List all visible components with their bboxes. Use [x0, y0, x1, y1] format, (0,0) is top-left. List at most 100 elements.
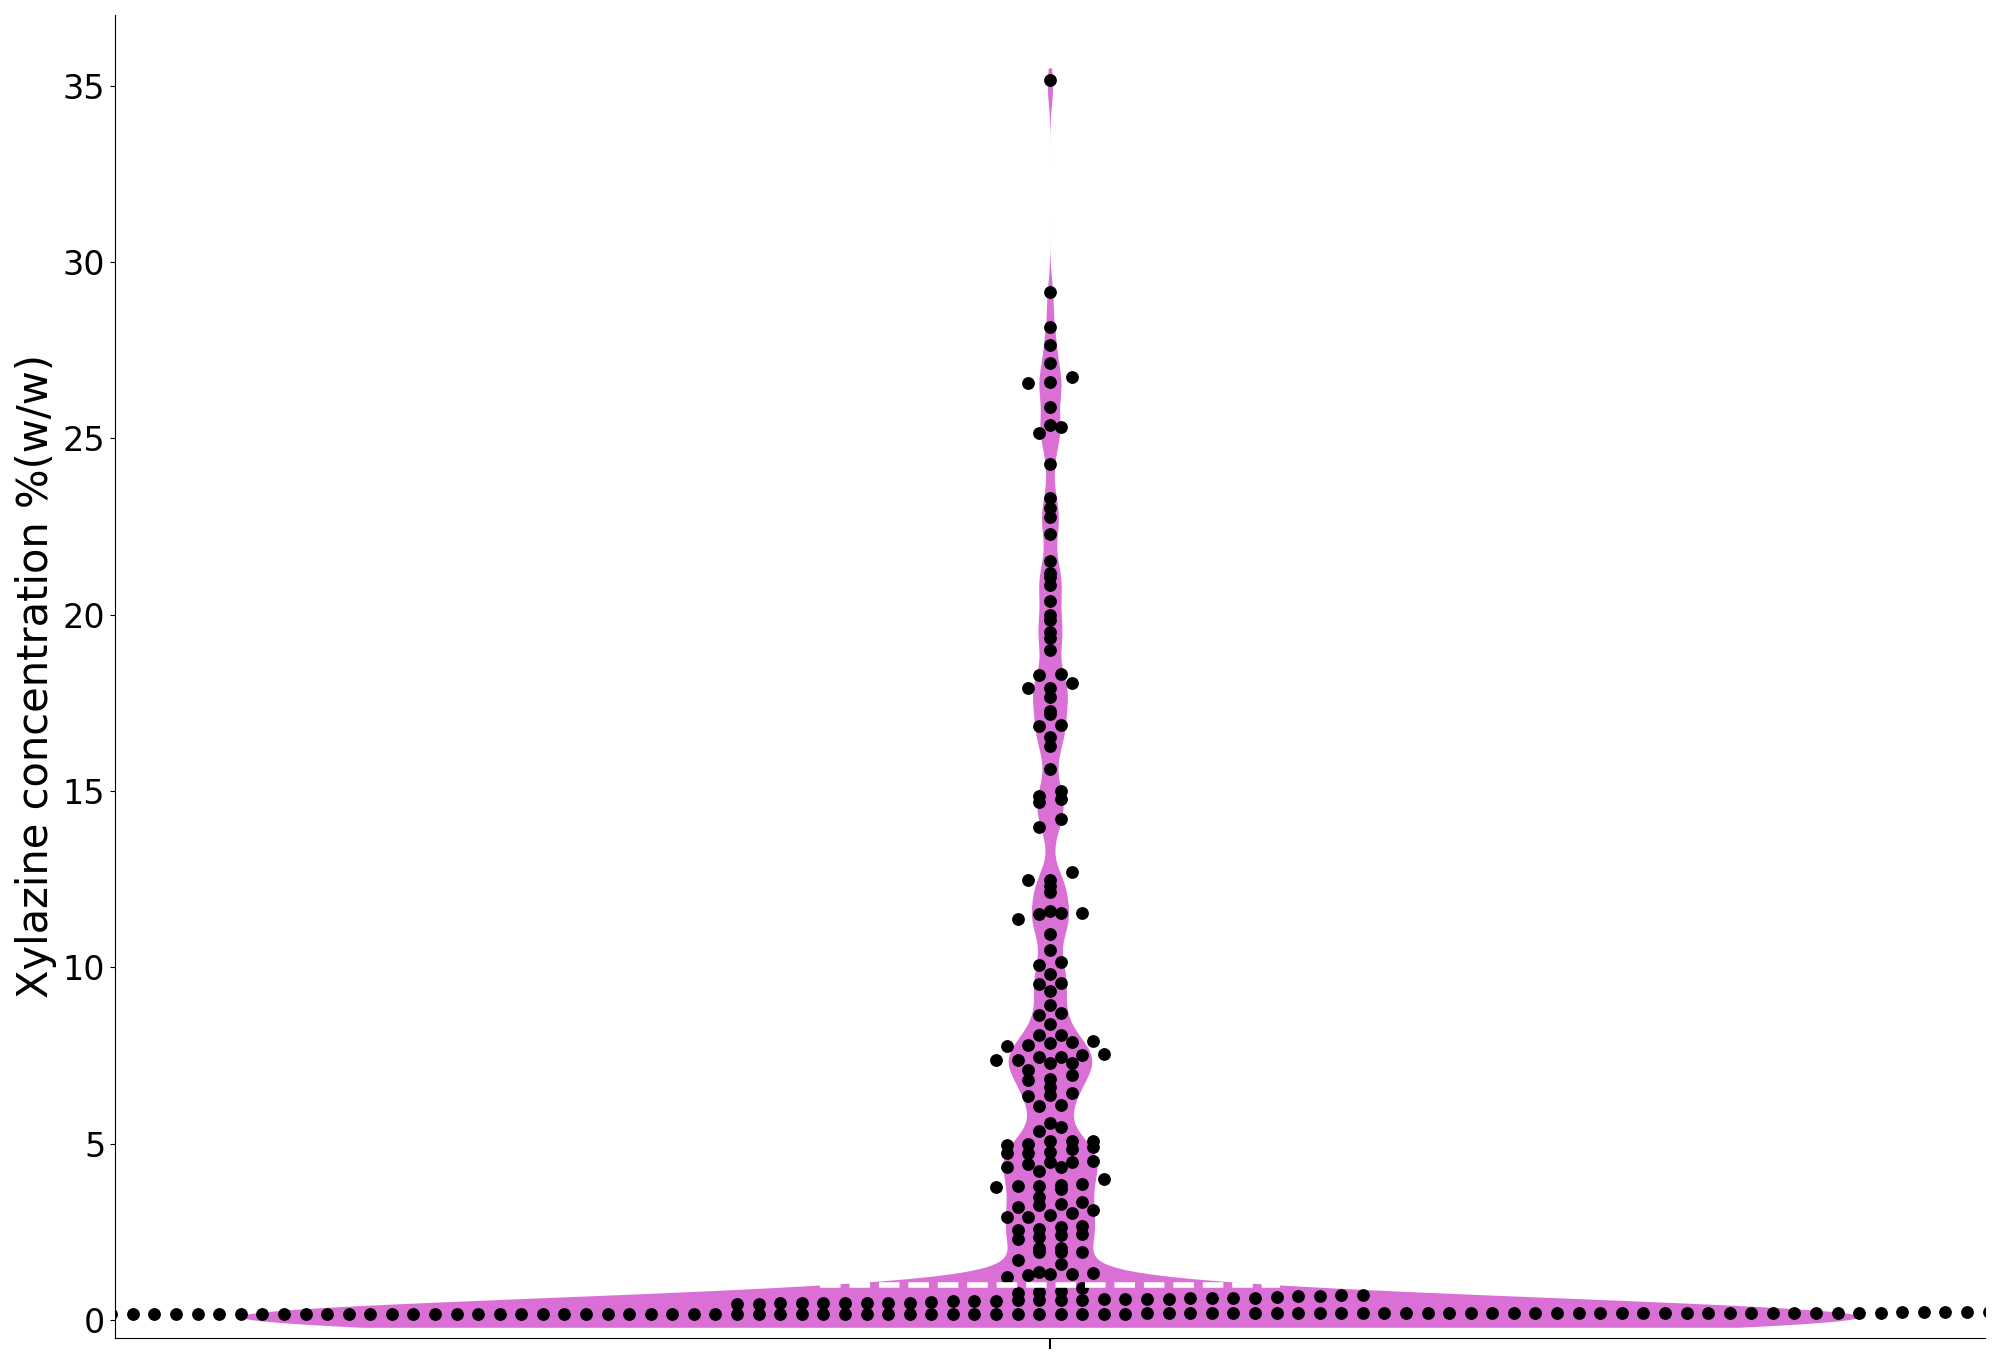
Point	[1044, 1254, 1076, 1275]
Point	[1628, 1303, 1660, 1324]
Point	[1012, 1058, 1044, 1080]
Point	[1044, 952, 1076, 974]
Point	[1024, 1282, 1056, 1304]
Point	[872, 1303, 904, 1324]
Point	[990, 1155, 1022, 1177]
Point	[980, 1290, 1012, 1312]
Point	[980, 1049, 1012, 1071]
Point	[1012, 372, 1044, 394]
Point	[1066, 1215, 1098, 1237]
Point	[1034, 453, 1066, 475]
Point	[1034, 979, 1066, 1001]
Point	[1066, 1303, 1098, 1324]
Point	[1034, 550, 1066, 572]
Point	[1972, 1301, 2000, 1323]
Point	[1056, 1138, 1088, 1159]
Point	[1498, 1303, 1530, 1324]
Point	[1044, 1157, 1076, 1178]
Point	[548, 1303, 580, 1324]
Point	[1024, 1174, 1056, 1196]
Point	[1034, 727, 1066, 749]
Point	[1044, 1241, 1076, 1263]
Point	[958, 1290, 990, 1312]
Point	[1066, 1224, 1098, 1245]
Point	[1002, 1049, 1034, 1071]
Point	[1056, 1031, 1088, 1053]
Point	[1034, 900, 1066, 922]
Point	[1012, 1034, 1044, 1056]
Point	[1044, 1046, 1076, 1068]
Point	[1714, 1301, 1746, 1323]
Point	[1034, 627, 1066, 649]
Point	[1024, 1004, 1056, 1026]
Point	[1844, 1301, 1876, 1323]
Point	[332, 1303, 364, 1324]
Point	[1132, 1288, 1164, 1309]
Point	[1196, 1303, 1228, 1324]
Point	[1034, 574, 1066, 596]
Point	[1012, 678, 1044, 700]
Point	[1056, 366, 1088, 387]
Point	[1110, 1303, 1142, 1324]
Point	[1034, 1031, 1066, 1053]
Point	[1034, 371, 1066, 393]
Point	[1034, 1053, 1066, 1075]
Point	[182, 1304, 214, 1326]
Point	[916, 1303, 948, 1324]
Point	[1034, 496, 1066, 518]
Point	[1002, 908, 1034, 930]
Point	[656, 1303, 688, 1324]
Point	[1238, 1303, 1270, 1324]
Point	[52, 1304, 84, 1326]
Point	[1024, 715, 1056, 737]
Point	[1024, 1260, 1056, 1282]
Point	[30, 1304, 62, 1326]
Point	[1110, 1288, 1142, 1309]
Point	[1044, 788, 1076, 810]
Point	[1012, 1069, 1044, 1091]
Point	[1034, 281, 1066, 303]
Point	[1908, 1301, 1940, 1323]
Point	[786, 1303, 818, 1324]
Point	[1044, 1279, 1076, 1301]
Point	[1078, 1262, 1110, 1284]
Point	[1088, 1303, 1120, 1324]
Point	[1542, 1303, 1574, 1324]
Point	[1034, 413, 1066, 435]
Point	[1034, 506, 1066, 528]
Point	[828, 1303, 860, 1324]
Point	[1024, 1194, 1056, 1215]
Y-axis label: Xylazine concentration %(w/w): Xylazine concentration %(w/w)	[14, 355, 58, 998]
Point	[290, 1303, 322, 1324]
Point	[1002, 1282, 1034, 1304]
Point	[1034, 1263, 1066, 1285]
Point	[1044, 1303, 1076, 1324]
Point	[1034, 1112, 1066, 1133]
Point	[1024, 664, 1056, 686]
Point	[592, 1303, 624, 1324]
Point	[1034, 591, 1066, 612]
Point	[1282, 1303, 1314, 1324]
Point	[116, 1304, 148, 1326]
Point	[1056, 672, 1088, 694]
Point	[354, 1303, 386, 1324]
Point	[1434, 1303, 1466, 1324]
Point	[990, 1206, 1022, 1228]
Point	[1864, 1301, 1896, 1323]
Point	[1012, 1084, 1044, 1106]
Point	[484, 1303, 516, 1324]
Point	[634, 1303, 666, 1324]
Point	[1044, 807, 1076, 829]
Point	[1002, 1228, 1034, 1249]
Point	[1034, 869, 1066, 891]
Point	[1044, 1117, 1076, 1139]
Point	[1024, 1218, 1056, 1240]
Point	[1282, 1285, 1314, 1307]
Point	[1024, 791, 1056, 813]
Point	[1024, 1226, 1056, 1248]
Point	[138, 1304, 170, 1326]
Point	[764, 1292, 796, 1314]
Point	[1034, 963, 1066, 985]
Point	[1002, 1303, 1034, 1324]
Point	[808, 1292, 840, 1314]
